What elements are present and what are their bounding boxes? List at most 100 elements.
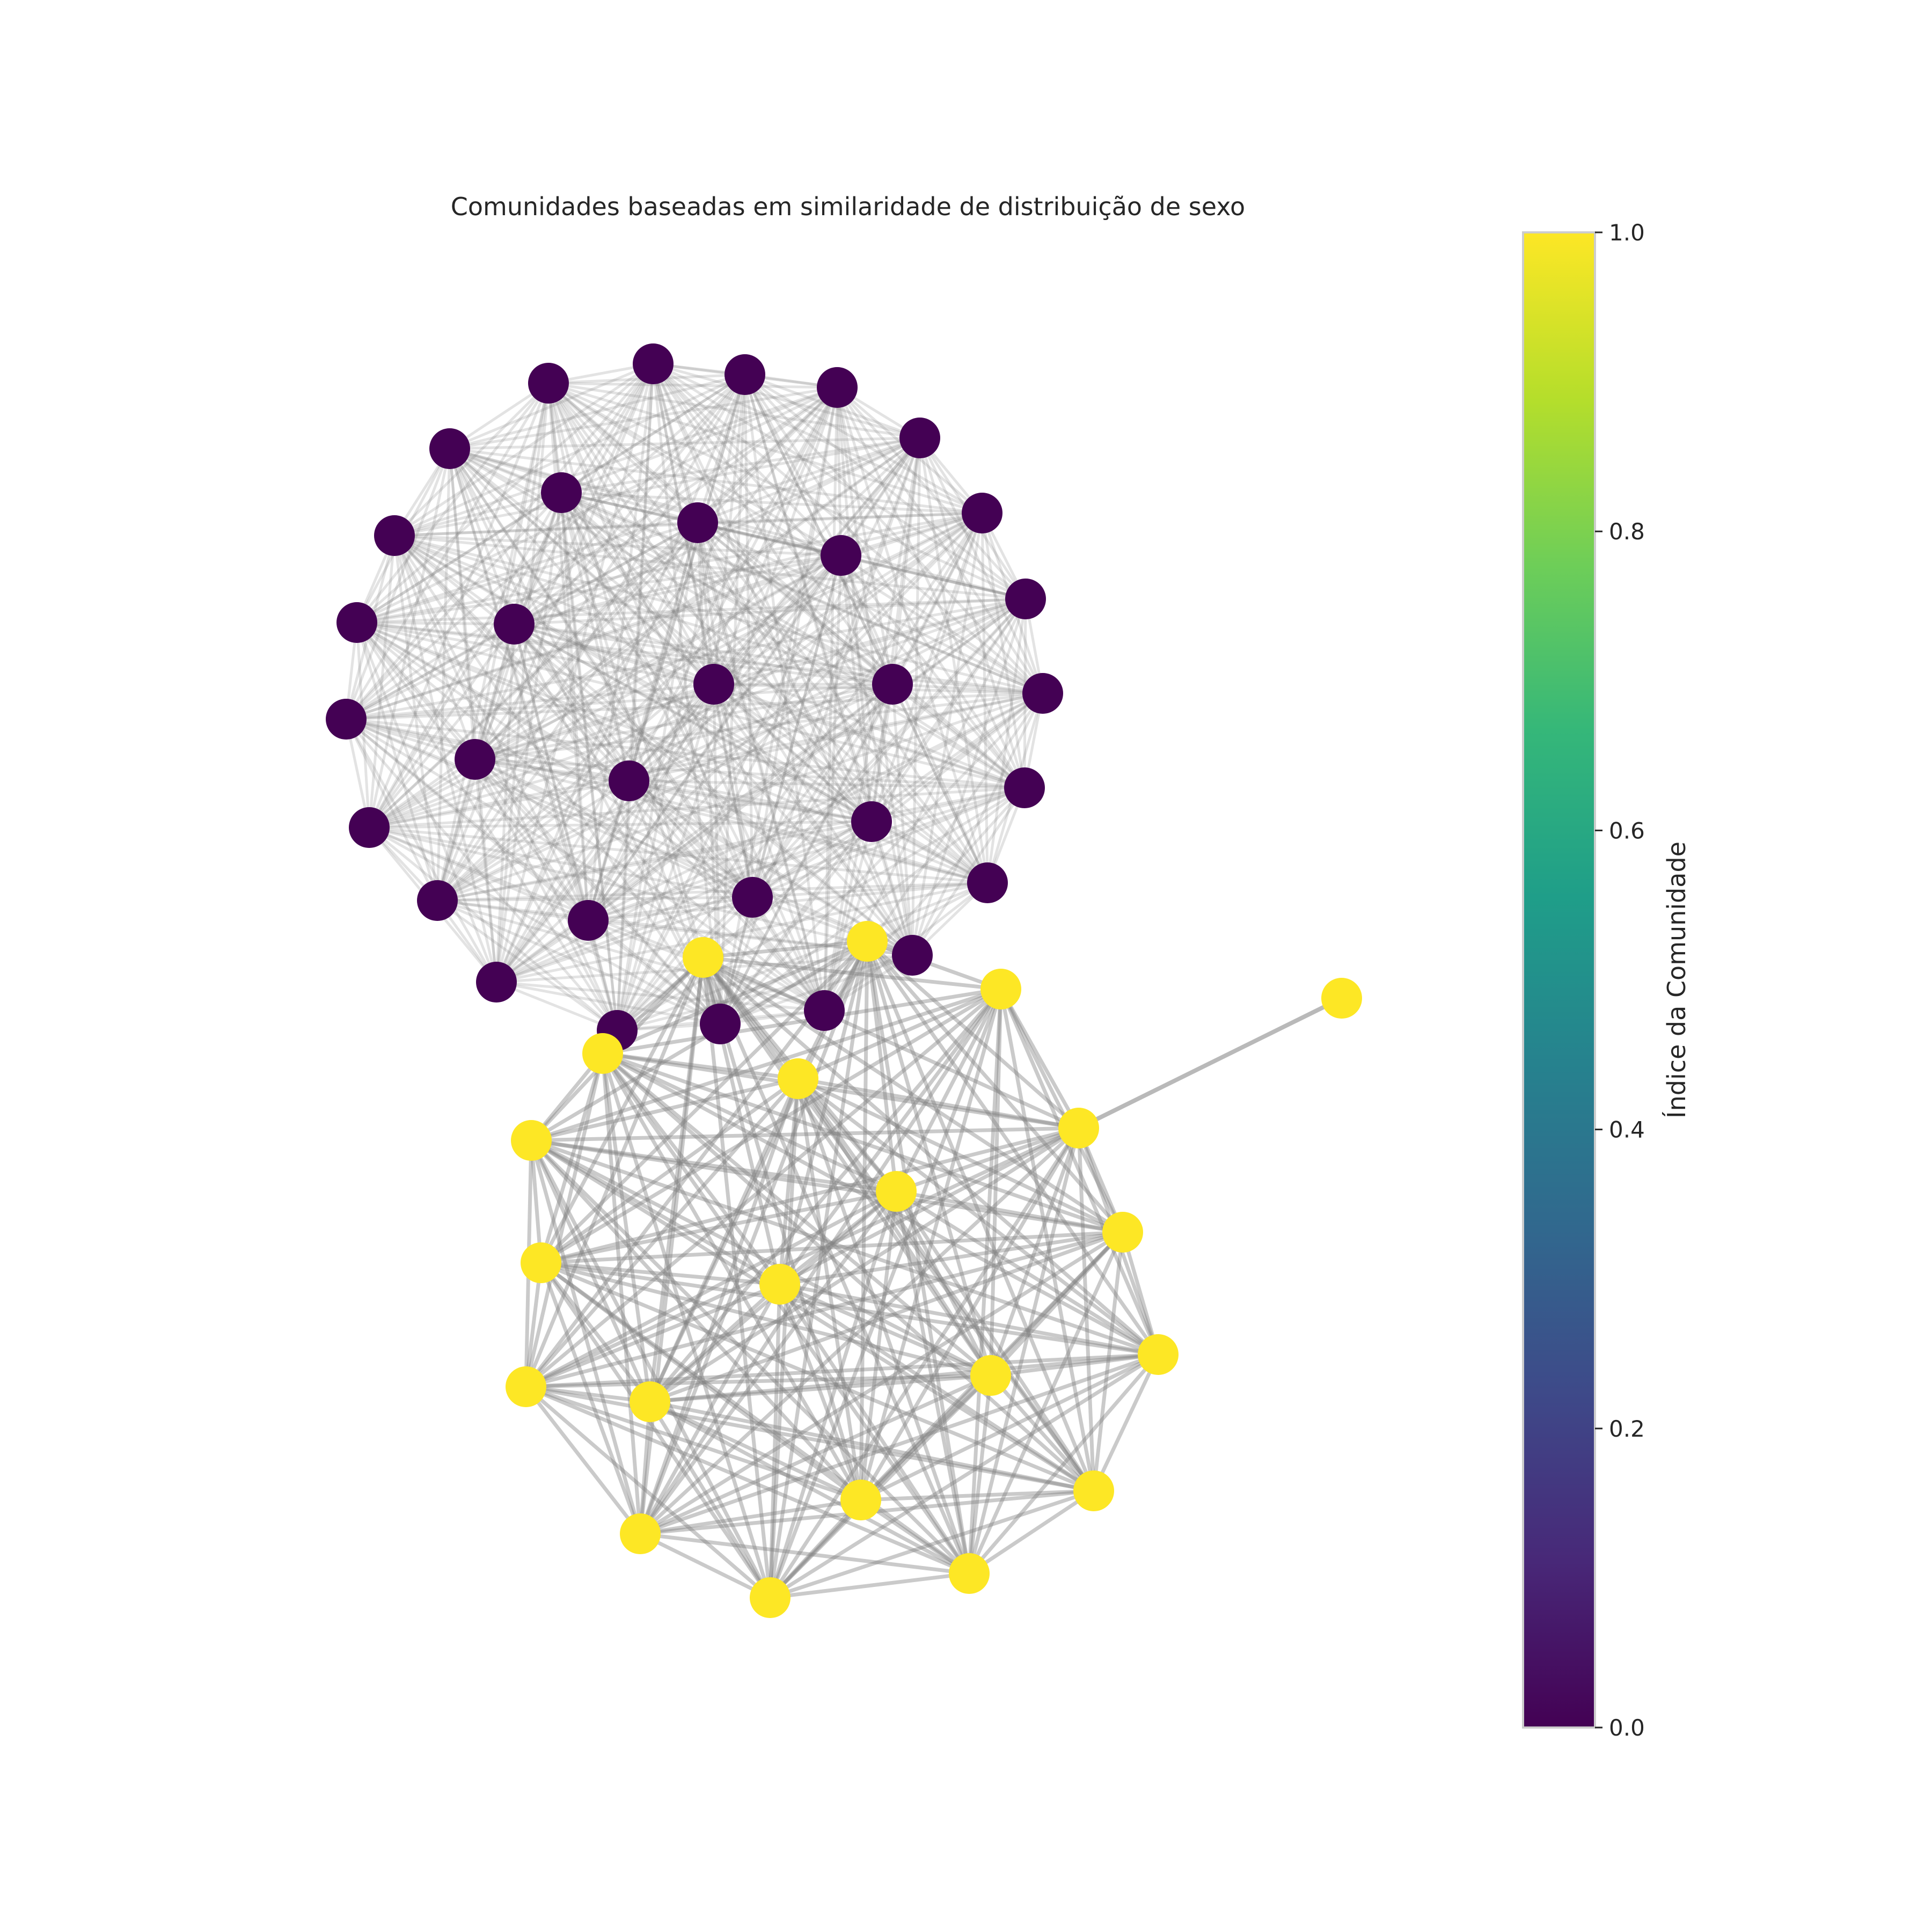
graph-edge — [529, 1139, 772, 1599]
graph-edge — [639, 1231, 1124, 1535]
graph-edge — [967, 1231, 1125, 1575]
graph-edge — [560, 492, 619, 1031]
graph-edge — [588, 786, 1025, 922]
graph-edge — [356, 621, 515, 626]
graph-edge — [865, 941, 993, 1376]
graph-edge — [891, 684, 914, 956]
graph-edge — [697, 521, 1044, 695]
graph-edge — [602, 1051, 1079, 1130]
graph-edge — [436, 448, 451, 901]
graph-edge — [616, 522, 699, 1031]
graph-edge — [859, 1127, 1081, 1501]
graph-edge — [356, 621, 893, 686]
graph-edge — [513, 436, 921, 626]
graph-edge — [839, 437, 921, 557]
graph-edge — [393, 534, 515, 626]
graph-edge — [896, 1189, 1123, 1234]
graph-edge — [560, 492, 873, 823]
graph-edge — [638, 1078, 800, 1535]
graph-edge — [836, 386, 1027, 600]
graph-edge — [616, 780, 631, 1031]
graph-edge — [560, 492, 989, 884]
graph-edge — [865, 941, 898, 1192]
node-community-0 — [732, 877, 773, 918]
graph-edge — [839, 554, 989, 884]
colorbar-tick-label: 0.8 — [1609, 518, 1645, 545]
graph-edge — [911, 692, 1044, 956]
graph-edge — [448, 448, 826, 1012]
graph-edge — [561, 386, 838, 494]
graph-edge — [345, 448, 451, 720]
graph-edge — [436, 363, 655, 901]
graph-edge — [561, 491, 698, 524]
node-community-0 — [892, 935, 933, 976]
graph-edge — [999, 988, 1125, 1233]
graph-edge — [436, 683, 715, 902]
node-community-0 — [609, 760, 649, 801]
graph-edge — [894, 988, 1003, 1192]
graph-edge — [870, 821, 914, 956]
graph-edge — [999, 988, 1160, 1356]
graph-edge — [345, 718, 589, 921]
graph-edge — [495, 386, 839, 983]
graph-edge — [474, 511, 983, 761]
graph-edge — [346, 683, 893, 721]
node-community-0 — [962, 493, 1002, 533]
node-community-0 — [851, 801, 892, 842]
graph-edge — [697, 436, 920, 524]
graph-edge — [697, 522, 1026, 789]
graph-edge — [547, 382, 842, 557]
graph-edge — [652, 363, 873, 823]
graph-edge — [393, 535, 439, 901]
graph-edge — [719, 555, 843, 1024]
graph-edge — [649, 1400, 1094, 1493]
node-community-0 — [724, 354, 765, 395]
graph-edge — [743, 374, 989, 884]
graph-edge — [778, 1078, 800, 1285]
graph-edge — [712, 684, 754, 898]
graph-edge — [474, 758, 721, 1025]
graph-edge — [648, 957, 705, 1402]
graph-edge — [840, 554, 1026, 789]
graph-edge — [437, 899, 721, 1026]
graph-edge — [719, 387, 839, 1024]
graph-edge — [891, 437, 921, 685]
graph-edge — [628, 554, 842, 782]
graph-edge — [356, 363, 654, 624]
node-community-1 — [1138, 1334, 1179, 1375]
graph-edge — [449, 447, 841, 557]
node-community-1 — [630, 1381, 670, 1422]
graph-edge — [393, 382, 550, 537]
graph-edge — [891, 512, 984, 685]
graph-edge — [628, 597, 1027, 782]
graph-edge — [474, 758, 988, 884]
graph-edge — [639, 1190, 898, 1535]
graph-edge — [393, 535, 825, 1012]
graph-edge — [999, 989, 1096, 1491]
graph-edge — [525, 1373, 991, 1389]
graph-edge — [602, 987, 1001, 1056]
node-community-1 — [582, 1033, 623, 1074]
graph-edge — [713, 683, 1025, 789]
graph-edge — [751, 896, 826, 1012]
graph-edge — [601, 1052, 781, 1286]
graph-edge — [548, 382, 838, 389]
graph-edge — [437, 786, 1025, 902]
graph-edge — [448, 448, 477, 760]
graph-edge — [918, 437, 989, 883]
graph-edge — [751, 555, 843, 898]
graph-edge — [524, 1385, 772, 1599]
graph-edge — [702, 955, 1080, 1130]
graph-edge — [588, 820, 872, 922]
graph-edge — [627, 363, 655, 781]
graph-edge — [865, 940, 1096, 1492]
graph-edge — [436, 899, 618, 1032]
node-community-0 — [429, 428, 470, 469]
graph-edge — [752, 786, 1025, 899]
graph-edge — [346, 511, 983, 721]
node-community-0 — [494, 604, 535, 645]
graph-edge — [548, 382, 983, 515]
node-community-0 — [967, 862, 1008, 903]
graph-edge — [561, 491, 1026, 601]
